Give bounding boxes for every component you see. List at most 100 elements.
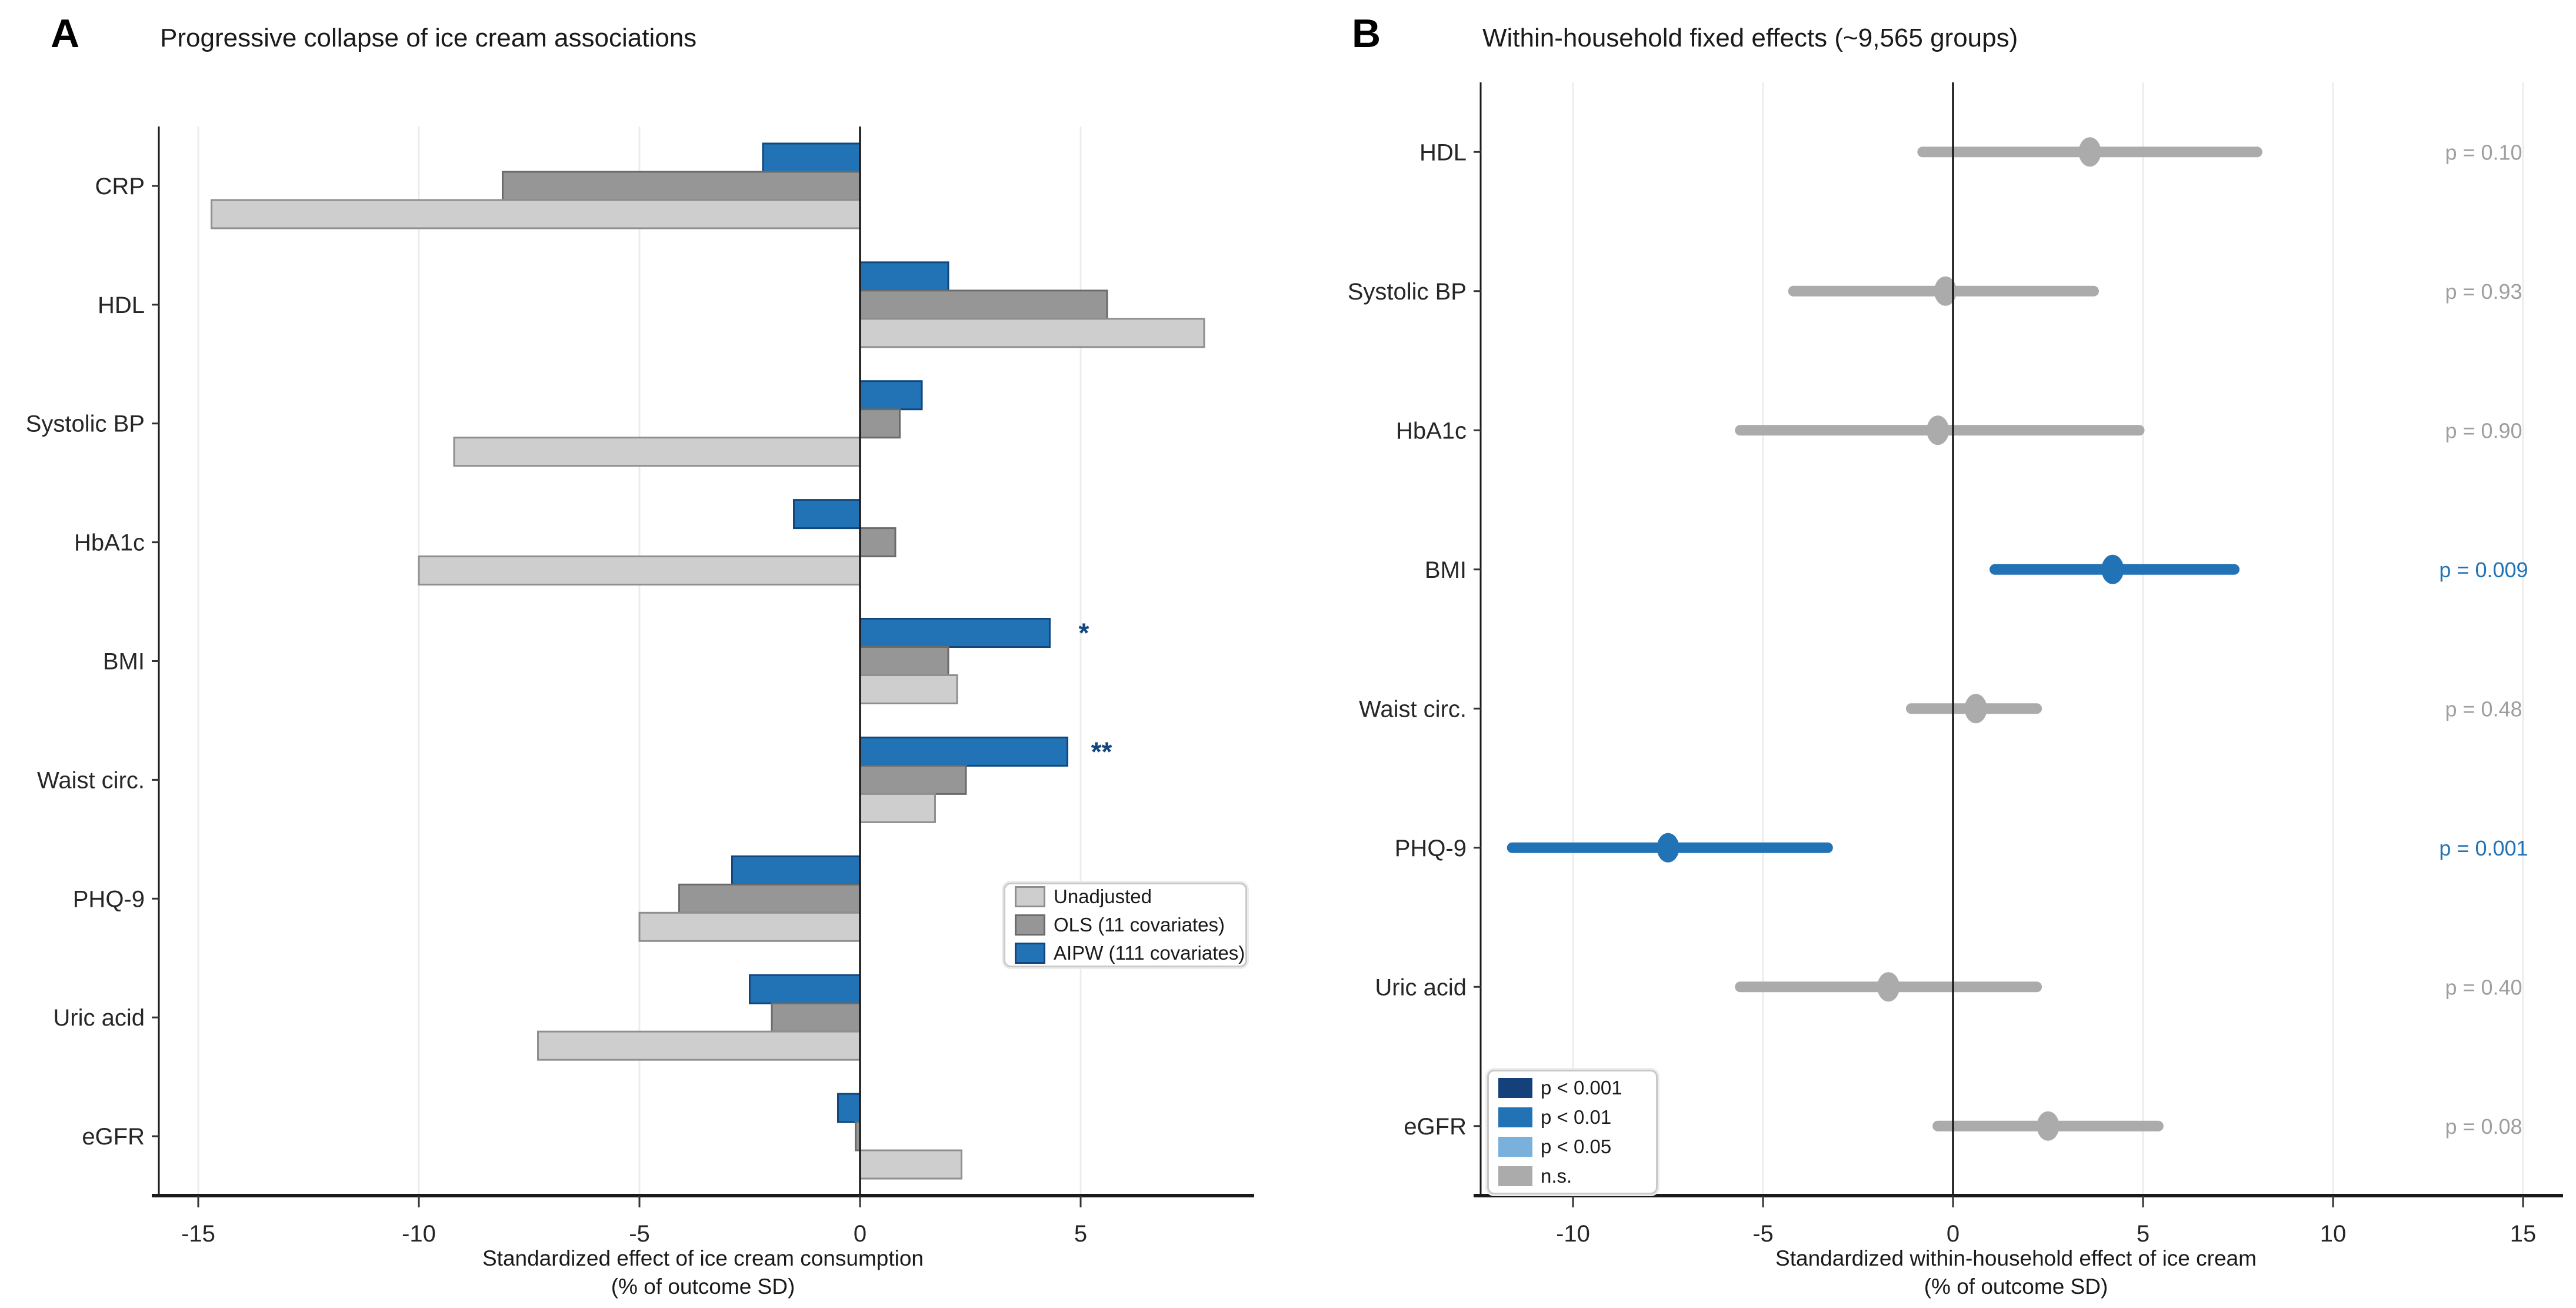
panel-b-title: Within-household fixed effects (~9,565 g… [1482, 24, 2018, 52]
bar-bmi-ols-11-covariates [859, 646, 949, 676]
y-category-label-a-hba1c: HbA1c [74, 530, 145, 556]
legend-label: p < 0.01 [1541, 1106, 1612, 1128]
point-estimate-waist-circ [1964, 694, 1987, 724]
panel-b-legend: p < 0.001 p < 0.01 p < 0.05 n.s. [1487, 1070, 1658, 1194]
x-tick-label-a-5: 5 [1074, 1221, 1087, 1247]
point-estimate-systolic-bp [1934, 276, 1957, 306]
aipw-swatch-icon [1015, 943, 1045, 964]
panel-a-x-axis-title-line2: (% of outcome SD) [611, 1274, 795, 1299]
ols-swatch-icon [1015, 914, 1045, 936]
x-tick-label-b--10: -10 [1556, 1221, 1590, 1247]
x-tick-label-b-5: 5 [2137, 1221, 2150, 1247]
legend-label: AIPW (111 covariates) [1054, 942, 1245, 964]
x-tick-label-a--15: -15 [181, 1221, 215, 1247]
panel-b-x-axis-title-line1: Standardized within-household effect of … [1775, 1246, 2257, 1270]
ns-swatch-icon [1498, 1166, 1532, 1186]
point-estimate-egfr [2037, 1111, 2060, 1141]
bar-phq-9-unadjusted [638, 911, 861, 942]
bar-systolic-bp-aipw-111-covariates [859, 380, 923, 411]
legend-item-p-01: p < 0.01 [1498, 1106, 1656, 1129]
point-estimate-uric-acid [1877, 972, 1900, 1002]
p-value-label-egfr: p = 0.08 [2445, 1114, 2522, 1139]
y-category-label-b-hba1c: HbA1c [1396, 418, 1467, 444]
legend-label: Unadjusted [1054, 886, 1152, 907]
y-category-label-b-systolic-bp: Systolic BP [1348, 279, 1467, 305]
y-category-label-b-hdl: HDL [1419, 139, 1467, 165]
bar-hba1c-unadjusted [418, 555, 861, 586]
x-tick-label-b-10: 10 [2320, 1221, 2347, 1247]
p-value-label-bmi: p = 0.009 [2439, 558, 2528, 582]
legend-item-aipw: AIPW (111 covariates) [1015, 942, 1245, 964]
legend-label: p < 0.05 [1541, 1136, 1612, 1157]
point-estimate-hba1c [1927, 415, 1950, 445]
y-category-label-a-crp: CRP [95, 174, 145, 199]
bar-hdl-aipw-111-covariates [859, 261, 949, 292]
significance-star-waist-circ: ** [1091, 736, 1112, 767]
y-category-label-b-phq-9: PHQ-9 [1395, 836, 1467, 861]
p-value-label-hba1c: p = 0.90 [2445, 418, 2522, 442]
y-category-label-a-egfr: eGFR [82, 1124, 145, 1150]
significance-star-bmi: * [1079, 618, 1089, 648]
p-value-label-hdl: p = 0.10 [2445, 140, 2522, 164]
bar-egfr-aipw-111-covariates [837, 1093, 861, 1123]
legend-item-ols: OLS (11 covariates) [1015, 914, 1245, 936]
legend-item-unadjusted: Unadjusted [1015, 886, 1245, 908]
panel-a-x-axis-title-line1: Standardized effect of ice cream consump… [482, 1246, 924, 1270]
x-tick-label-b-15: 15 [2510, 1221, 2537, 1247]
bar-hdl-ols-11-covariates [859, 289, 1108, 320]
p-value-label-phq-9: p = 0.001 [2439, 836, 2528, 860]
bar-crp-unadjusted [211, 199, 861, 229]
point-estimate-bmi [2101, 554, 2124, 584]
y-category-label-a-waist-circ: Waist circ. [37, 767, 145, 793]
bar-phq-9-ols-11-covariates [678, 883, 861, 914]
x-tick-label-b--5: -5 [1752, 1221, 1774, 1247]
bar-hba1c-ols-11-covariates [859, 527, 897, 558]
panel-a-title: Progressive collapse of ice cream associ… [160, 24, 697, 52]
panel-b-x-axis-title-line2: (% of outcome SD) [1924, 1274, 2108, 1299]
legend-item-p-05: p < 0.05 [1498, 1136, 1656, 1158]
bar-hba1c-aipw-111-covariates [793, 499, 861, 530]
bar-phq-9-aipw-111-covariates [731, 855, 861, 886]
p-lt-0001-swatch-icon [1498, 1078, 1532, 1098]
y-category-label-b-waist-circ: Waist circ. [1359, 696, 1467, 722]
panel-b-label: B [1352, 11, 1381, 56]
bar-crp-aipw-111-covariates [762, 142, 861, 173]
bar-systolic-bp-ols-11-covariates [859, 408, 901, 439]
bar-bmi-unadjusted [859, 674, 958, 704]
bar-waist-circ-unadjusted [859, 793, 936, 823]
point-estimate-phq-9 [1657, 833, 1679, 863]
y-category-label-a-uric-acid: Uric acid [53, 1005, 145, 1031]
legend-label: OLS (11 covariates) [1054, 914, 1225, 936]
panel-a-legend: Unadjusted OLS (11 covariates) AIPW (111… [1004, 883, 1247, 967]
bar-hdl-unadjusted [859, 318, 1205, 348]
unadjusted-swatch-icon [1015, 886, 1045, 907]
legend-label: n.s. [1541, 1165, 1572, 1187]
p-lt-005-swatch-icon [1498, 1137, 1532, 1157]
y-category-label-a-systolic-bp: Systolic BP [26, 411, 145, 437]
x-tick-label-a--5: -5 [629, 1221, 650, 1247]
x-tick-label-b-0: 0 [1947, 1221, 1960, 1247]
p-value-label-systolic-bp: p = 0.93 [2445, 279, 2522, 304]
x-tick-label-a-0: 0 [854, 1221, 867, 1247]
p-lt-001-swatch-icon [1498, 1107, 1532, 1127]
x-tick-label-a--10: -10 [402, 1221, 436, 1247]
legend-item-ns: n.s. [1498, 1165, 1656, 1187]
bar-systolic-bp-unadjusted [453, 437, 861, 467]
bar-egfr-unadjusted [859, 1149, 962, 1180]
y-category-label-b-bmi: BMI [1425, 557, 1467, 583]
bar-uric-acid-unadjusted [537, 1030, 861, 1061]
y-category-label-a-phq-9: PHQ-9 [73, 886, 145, 912]
bar-bmi-aipw-111-covariates [859, 618, 1051, 648]
y-category-label-b-egfr: eGFR [1404, 1114, 1467, 1140]
bar-crp-ols-11-covariates [502, 171, 861, 201]
legend-item-p-001: p < 0.001 [1498, 1077, 1656, 1099]
y-category-label-a-bmi: BMI [103, 649, 145, 675]
bar-uric-acid-ols-11-covariates [771, 1002, 861, 1033]
bar-uric-acid-aipw-111-covariates [749, 974, 861, 1004]
p-value-label-waist-circ: p = 0.48 [2445, 697, 2522, 721]
bar-waist-circ-ols-11-covariates [859, 764, 967, 795]
legend-label: p < 0.001 [1541, 1077, 1622, 1099]
bar-waist-circ-aipw-111-covariates [859, 736, 1068, 767]
